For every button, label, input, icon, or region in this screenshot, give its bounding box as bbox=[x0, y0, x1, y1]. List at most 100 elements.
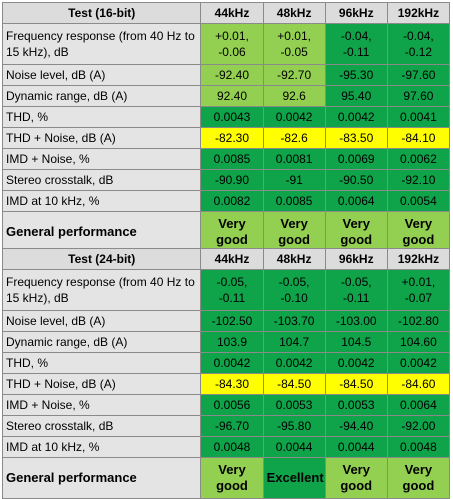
value-cell: 0.0082 bbox=[200, 190, 264, 212]
table-row: Stereo crosstalk, dB -96.70 -95.80 -94.40 -9… bbox=[1, 415, 451, 437]
table-title: Test (16-bit) bbox=[1, 2, 202, 24]
value-cell: 0.0042 bbox=[262, 352, 326, 374]
value-cell: 95.40 bbox=[324, 85, 388, 107]
table-row: Stereo crosstalk, dB -90.90 -91 -90.50 -92.1… bbox=[1, 169, 451, 191]
value-cell: -0.05, -0.11 bbox=[200, 269, 264, 311]
value-cell: 0.0053 bbox=[262, 394, 326, 416]
rating-cell: Very good bbox=[324, 457, 388, 499]
row-label: IMD + Noise, % bbox=[1, 148, 202, 170]
value-cell: -83.50 bbox=[324, 127, 388, 149]
value-cell: 104.5 bbox=[324, 331, 388, 353]
row-label: IMD at 10 kHz, % bbox=[1, 190, 202, 212]
value-cell: -84.10 bbox=[386, 127, 451, 149]
value-cell: -91 bbox=[262, 169, 326, 191]
value-cell: 0.0048 bbox=[200, 436, 264, 458]
value-cell: 97.60 bbox=[386, 85, 451, 107]
general-performance-row: General performance Very good Very good Ver… bbox=[1, 211, 451, 253]
value-cell: 92.6 bbox=[262, 85, 326, 107]
column-header: 96kHz bbox=[324, 248, 388, 270]
value-cell: 0.0044 bbox=[262, 436, 326, 458]
value-cell: 0.0064 bbox=[324, 190, 388, 212]
value-cell: -84.50 bbox=[262, 373, 326, 395]
rating-cell: Very good bbox=[200, 211, 264, 253]
value-cell: 0.0042 bbox=[324, 352, 388, 374]
value-cell: -0.04, -0.12 bbox=[386, 23, 451, 65]
table-row: Frequency response (from 40 Hz to 15 kHz… bbox=[1, 23, 451, 65]
general-performance-label: General performance bbox=[1, 211, 202, 253]
value-cell: 0.0048 bbox=[386, 436, 451, 458]
value-cell: 0.0042 bbox=[386, 352, 451, 374]
table-row: IMD at 10 kHz, % 0.0082 0.0085 0.0064 0.0054 bbox=[1, 190, 451, 212]
row-label: Frequency response (from 40 Hz to 15 kHz… bbox=[1, 269, 202, 311]
row-label: THD + Noise, dB (A) bbox=[1, 373, 202, 395]
value-cell: -0.05, -0.11 bbox=[324, 269, 388, 311]
table-row: THD + Noise, dB (A) -82.30 -82.6 -83.50 -84.… bbox=[1, 127, 451, 149]
results-table-16bit: Test (16-bit) 44kHz 48kHz 96kHz 192kHz Freque… bbox=[1, 2, 451, 253]
value-cell: -92.40 bbox=[200, 64, 264, 86]
value-cell: 0.0044 bbox=[324, 436, 388, 458]
table-row: Noise level, dB (A) -92.40 -92.70 -95.30 -97… bbox=[1, 64, 451, 86]
value-cell: -103.70 bbox=[262, 310, 326, 332]
value-cell: 0.0041 bbox=[386, 106, 451, 128]
value-cell: 0.0042 bbox=[200, 352, 264, 374]
value-cell: 0.0064 bbox=[386, 394, 451, 416]
row-label: THD, % bbox=[1, 352, 202, 374]
value-cell: -82.30 bbox=[200, 127, 264, 149]
value-cell: -84.60 bbox=[386, 373, 451, 395]
rating-cell: Very good bbox=[200, 457, 264, 499]
table-row: Noise level, dB (A) -102.50 -103.70 -103.00… bbox=[1, 310, 451, 332]
general-performance-row: General performance Very good Excellent Ver… bbox=[1, 457, 451, 499]
value-cell: 0.0043 bbox=[200, 106, 264, 128]
value-cell: 0.0085 bbox=[262, 190, 326, 212]
value-cell: -95.80 bbox=[262, 415, 326, 437]
value-cell: -94.40 bbox=[324, 415, 388, 437]
rating-cell: Very good bbox=[386, 211, 451, 253]
results-table-24bit: Test (24-bit) 44kHz 48kHz 96kHz 192kHz Freque… bbox=[1, 248, 451, 499]
row-label: THD + Noise, dB (A) bbox=[1, 127, 202, 149]
rating-cell: Very good bbox=[324, 211, 388, 253]
column-header: 192kHz bbox=[386, 2, 451, 24]
row-label: Frequency response (from 40 Hz to 15 kHz… bbox=[1, 23, 202, 65]
value-cell: -84.30 bbox=[200, 373, 264, 395]
table-row: THD, % 0.0042 0.0042 0.0042 0.0042 bbox=[1, 352, 451, 374]
value-cell: +0.01, -0.05 bbox=[262, 23, 326, 65]
value-cell: 0.0069 bbox=[324, 148, 388, 170]
table-row: IMD + Noise, % 0.0085 0.0081 0.0069 0.0062 bbox=[1, 148, 451, 170]
general-performance-label: General performance bbox=[1, 457, 202, 499]
value-cell: 0.0085 bbox=[200, 148, 264, 170]
table-row: IMD + Noise, % 0.0056 0.0053 0.0053 0.0064 bbox=[1, 394, 451, 416]
value-cell: -96.70 bbox=[200, 415, 264, 437]
table-row: Dynamic range, dB (A) 92.40 92.6 95.40 97.60 bbox=[1, 85, 451, 107]
value-cell: -103.00 bbox=[324, 310, 388, 332]
value-cell: -92.10 bbox=[386, 169, 451, 191]
column-header: 192kHz bbox=[386, 248, 451, 270]
row-label: Noise level, dB (A) bbox=[1, 310, 202, 332]
value-cell: 92.40 bbox=[200, 85, 264, 107]
value-cell: 104.60 bbox=[386, 331, 451, 353]
value-cell: 0.0042 bbox=[262, 106, 326, 128]
header-row: Test (16-bit) 44kHz 48kHz 96kHz 192kHz bbox=[1, 2, 451, 24]
column-header: 48kHz bbox=[262, 2, 326, 24]
row-label: IMD at 10 kHz, % bbox=[1, 436, 202, 458]
value-cell: -84.50 bbox=[324, 373, 388, 395]
row-label: Noise level, dB (A) bbox=[1, 64, 202, 86]
table-title: Test (24-bit) bbox=[1, 248, 202, 270]
value-cell: -95.30 bbox=[324, 64, 388, 86]
table-row: THD + Noise, dB (A) -84.30 -84.50 -84.50 -84… bbox=[1, 373, 451, 395]
table-row: IMD at 10 kHz, % 0.0048 0.0044 0.0044 0.0048 bbox=[1, 436, 451, 458]
value-cell: -92.00 bbox=[386, 415, 451, 437]
value-cell: -102.50 bbox=[200, 310, 264, 332]
rating-cell: Very good bbox=[386, 457, 451, 499]
value-cell: -90.90 bbox=[200, 169, 264, 191]
column-header: 96kHz bbox=[324, 2, 388, 24]
value-cell: +0.01, -0.06 bbox=[200, 23, 264, 65]
row-label: THD, % bbox=[1, 106, 202, 128]
value-cell: 0.0062 bbox=[386, 148, 451, 170]
row-label: IMD + Noise, % bbox=[1, 394, 202, 416]
value-cell: 0.0056 bbox=[200, 394, 264, 416]
table-row: Dynamic range, dB (A) 103.9 104.7 104.5 104.… bbox=[1, 331, 451, 353]
value-cell: 0.0053 bbox=[324, 394, 388, 416]
value-cell: 0.0054 bbox=[386, 190, 451, 212]
value-cell: 0.0042 bbox=[324, 106, 388, 128]
value-cell: 104.7 bbox=[262, 331, 326, 353]
